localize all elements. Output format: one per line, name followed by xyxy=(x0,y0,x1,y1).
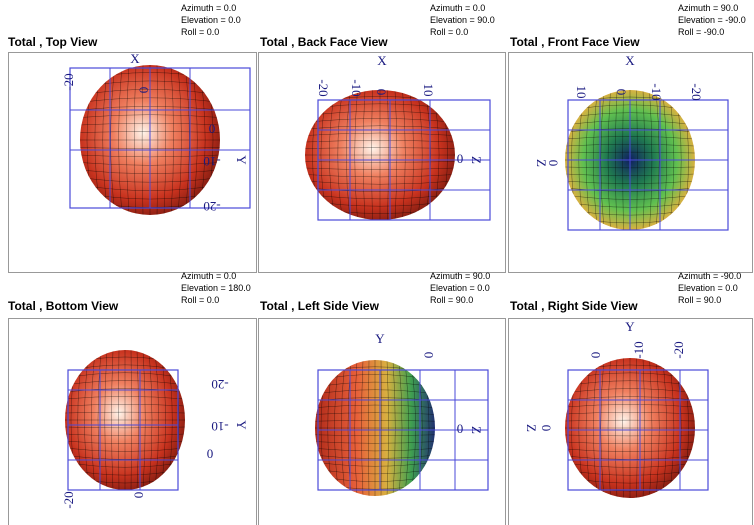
view-angle: Roll = 0.0 xyxy=(181,27,219,37)
axis-label: 0 xyxy=(614,89,629,96)
axis-label: 0 xyxy=(457,421,464,436)
view-angle: Elevation = 90.0 xyxy=(430,15,495,25)
view-angle: Elevation = -90.0 xyxy=(678,15,746,25)
axis-label: -20 xyxy=(203,199,220,214)
panel-title: Total , Top View xyxy=(8,35,98,49)
axis-label: Z xyxy=(534,159,549,167)
axis-frame xyxy=(69,67,251,209)
axis-label: 0 xyxy=(131,492,146,499)
view-angle: Elevation = 0.0 xyxy=(430,283,490,293)
view-angle: Roll = 90.0 xyxy=(678,295,721,305)
axis-label: 0 xyxy=(588,352,603,359)
view-angle: Azimuth = 0.0 xyxy=(430,3,485,13)
axis-label: Z xyxy=(469,426,484,434)
axis-label: 0 xyxy=(546,160,561,167)
axis-label: -20 xyxy=(61,491,76,508)
panel-title: Total , Right Side View xyxy=(510,299,638,313)
view-angle: Roll = -90.0 xyxy=(678,27,724,37)
plot-panel: Total , Front Face View Azimuth = 90.0 Ele… xyxy=(508,3,753,273)
axis-frame xyxy=(67,369,179,491)
axis-label: -20 xyxy=(671,341,686,358)
plot-panel: Total , Bottom View Azimuth = 0.0 Elevatio… xyxy=(8,271,257,525)
axis-label: -20 xyxy=(61,73,76,90)
axis-label: -20 xyxy=(689,83,704,100)
axis-label: Z xyxy=(469,156,484,164)
axis-label: -10 xyxy=(349,79,364,96)
axis-label: 0 xyxy=(539,425,554,432)
view-angle: Azimuth = 0.0 xyxy=(181,3,236,13)
axis-label: -10 xyxy=(203,154,220,169)
panel-title: Total , Bottom View xyxy=(8,299,119,313)
axis-label: 0 xyxy=(457,151,464,166)
axis-label: X xyxy=(625,53,635,68)
view-angle: Roll = 0.0 xyxy=(181,295,219,305)
axis-label: Y xyxy=(234,155,249,165)
view-angle: Roll = 90.0 xyxy=(430,295,473,305)
panel-title: Total , Left Side View xyxy=(260,299,380,313)
panel-title: Total , Front Face View xyxy=(510,35,640,49)
view-angle: Azimuth = -90.0 xyxy=(678,271,741,281)
axis-label: Y xyxy=(234,420,249,430)
axis-label: 0 xyxy=(374,89,389,96)
plot-panel: Total , Left Side View Azimuth = 90.0 Elev… xyxy=(258,271,506,525)
axis-label: 0 xyxy=(421,352,436,359)
view-angle: Azimuth = 90.0 xyxy=(678,3,738,13)
panel-title: Total , Back Face View xyxy=(260,35,388,49)
axis-label: -10 xyxy=(649,83,664,100)
axis-label: X xyxy=(130,51,140,66)
axis-label: 10 xyxy=(421,84,436,97)
view-angle: Elevation = 0.0 xyxy=(678,283,738,293)
view-angle: Azimuth = 0.0 xyxy=(181,271,236,281)
axis-label: Y xyxy=(375,331,385,346)
view-angle: Elevation = 180.0 xyxy=(181,283,251,293)
view-angle: Azimuth = 90.0 xyxy=(430,271,490,281)
plot-panel: Total , Right Side View Azimuth = -90.0 El… xyxy=(508,271,753,525)
axis-label: 0 xyxy=(207,446,214,461)
axis-label: Z xyxy=(524,424,539,432)
axis-label: 0 xyxy=(136,87,151,94)
axis-label: -20 xyxy=(316,79,331,96)
axis-frame xyxy=(567,99,729,231)
axis-label: 0 xyxy=(209,121,216,136)
plot-panel: Total , Top View Azimuth = 0.0 Elevation =… xyxy=(8,3,257,273)
axis-label: Y xyxy=(625,319,635,334)
view-angle: Elevation = 0.0 xyxy=(181,15,241,25)
axis-label: X xyxy=(377,53,387,68)
axis-label: -20 xyxy=(211,377,228,392)
plot-panel: Total , Back Face View Azimuth = 0.0 Eleva… xyxy=(258,3,506,273)
axis-label: -10 xyxy=(631,341,646,358)
view-angle: Roll = 0.0 xyxy=(430,27,468,37)
axis-label: 10 xyxy=(574,86,589,99)
axis-label: -10 xyxy=(211,419,228,434)
